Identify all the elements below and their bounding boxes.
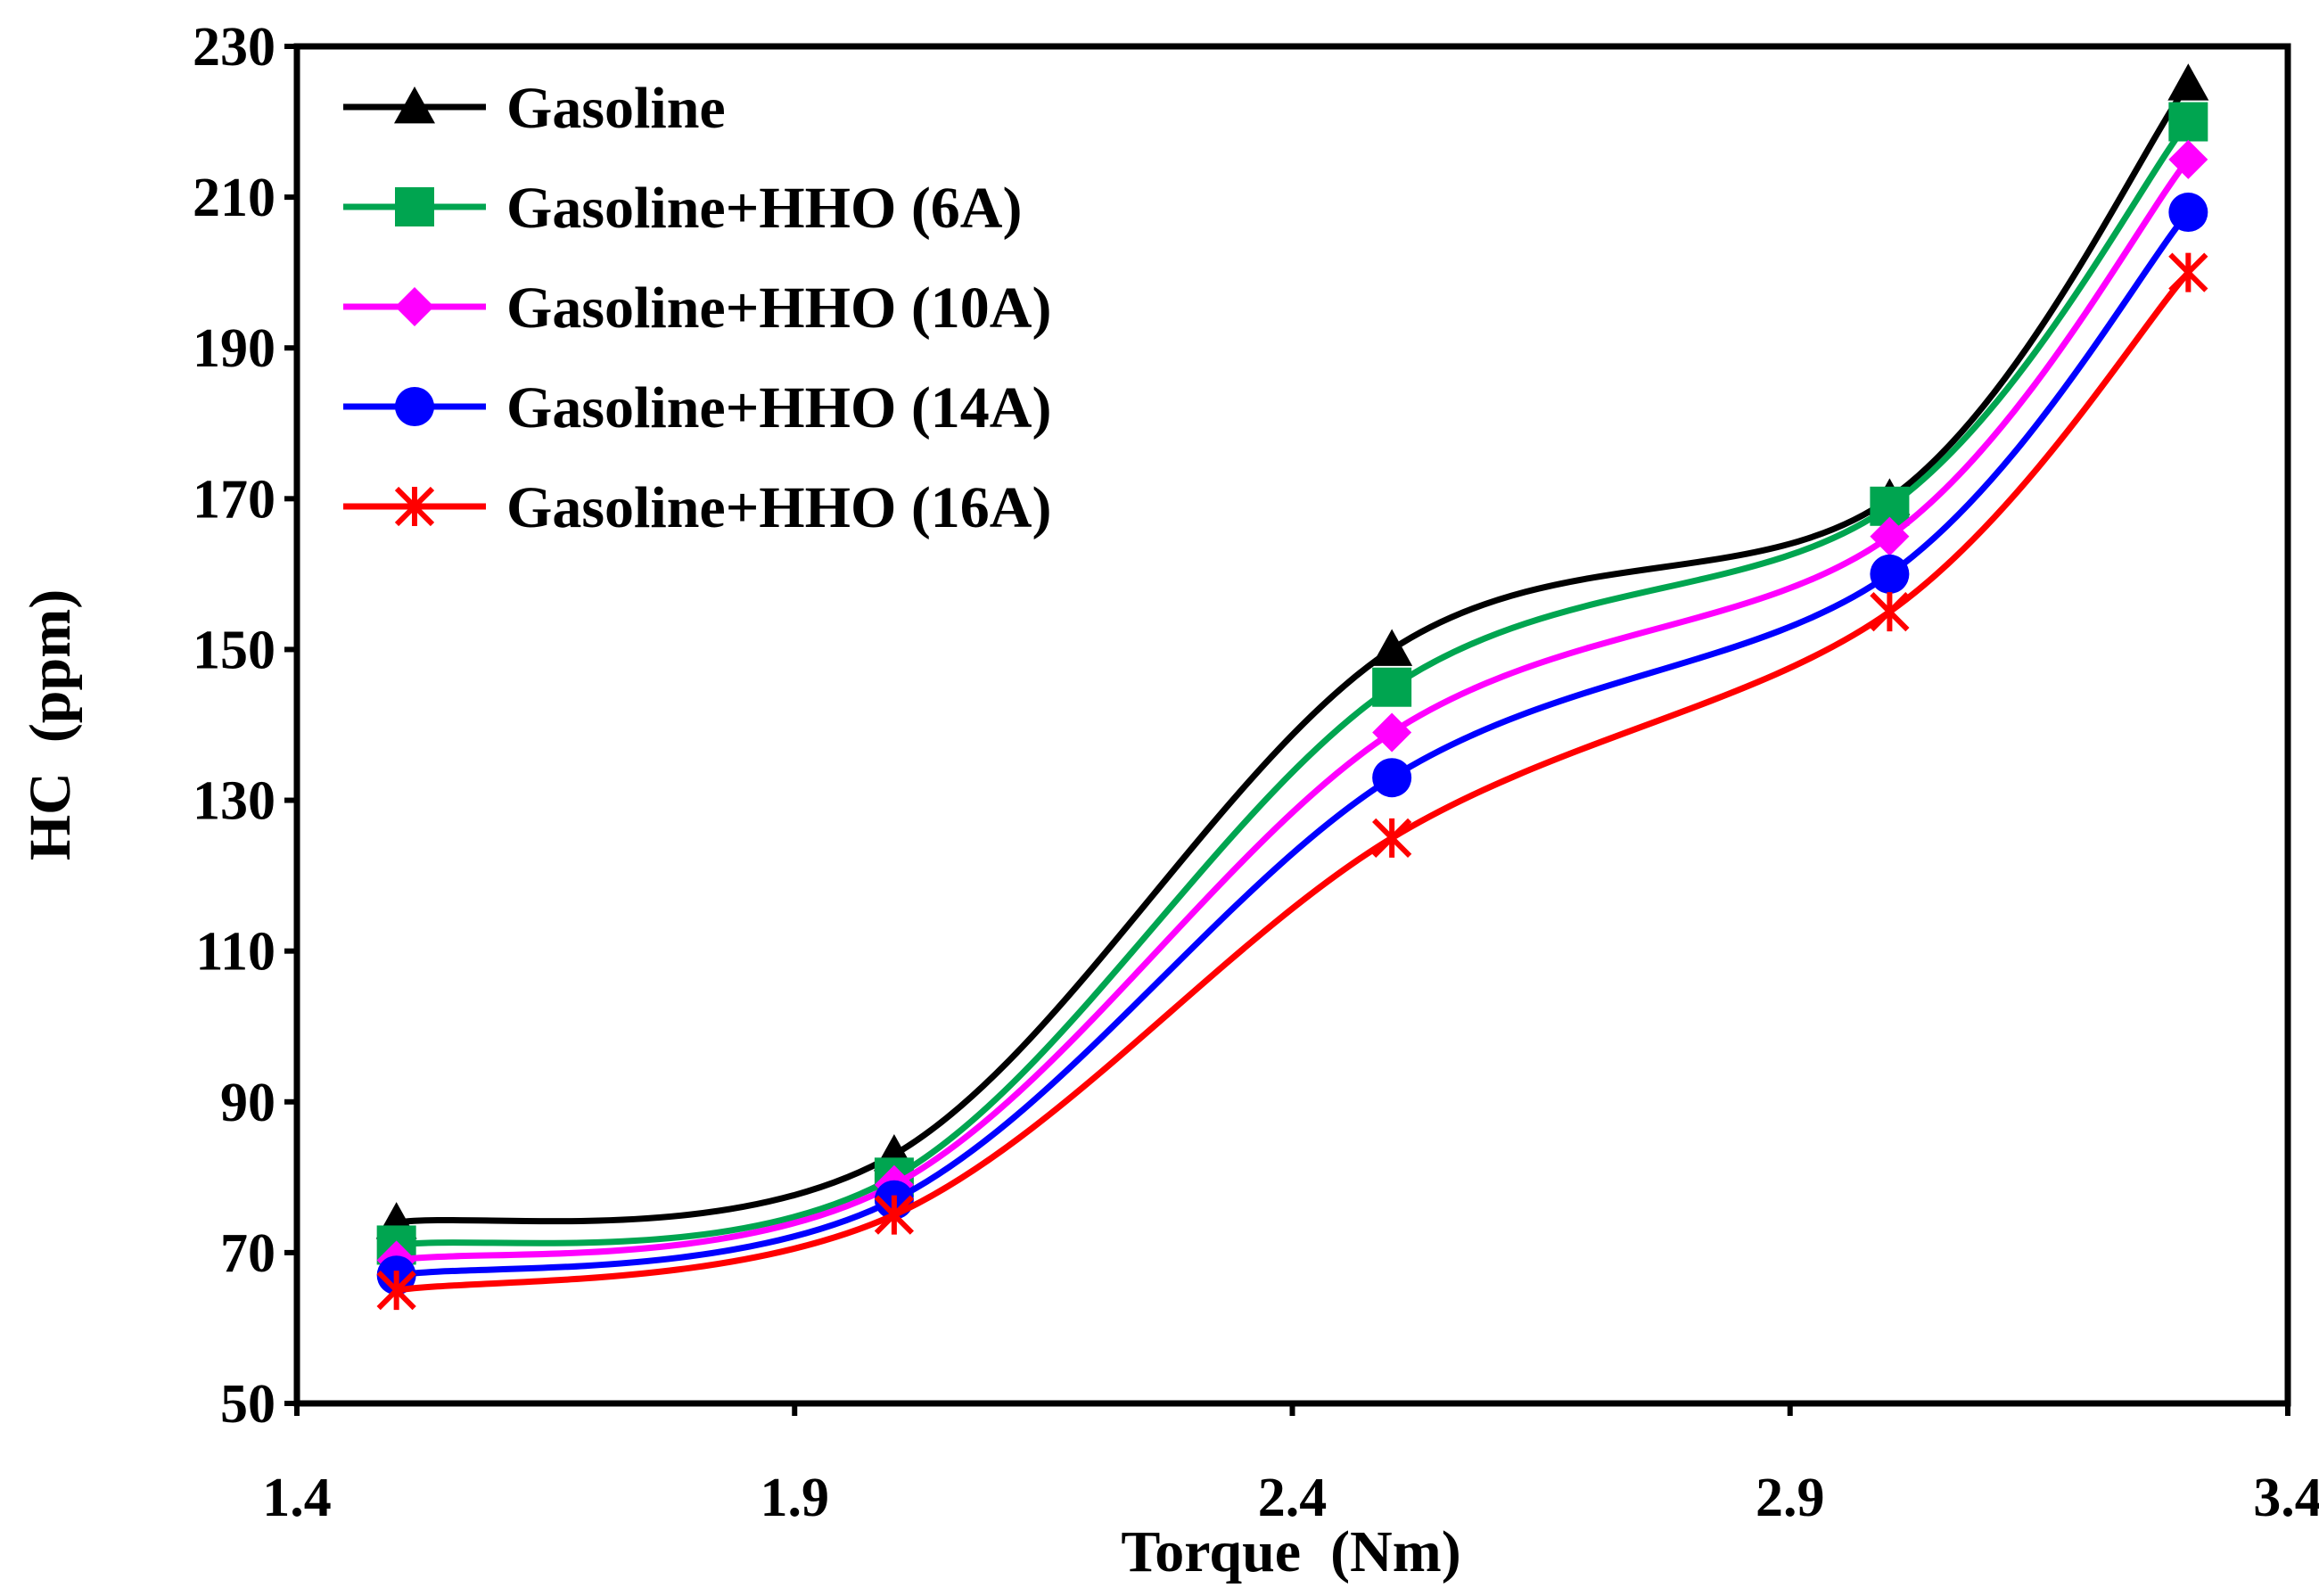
legend-entry: Gasoline+HHO (14A) [343, 375, 1051, 440]
legend-entry: Gasoline [343, 76, 726, 141]
y-tick-label: 170 [193, 469, 275, 530]
data-point [2168, 193, 2208, 233]
x-tick-label: 1.4 [262, 1468, 332, 1528]
x-tick-label: 3.4 [2253, 1468, 2319, 1528]
data-point [1870, 554, 1910, 594]
legend: Gasoline Gasoline+HHO (6A) Gasoline+HHO (1… [343, 76, 1051, 540]
legend-marker [394, 486, 435, 527]
y-tick-label: 190 [193, 318, 275, 379]
y-axis-ticks: 50 70 90 110 130 150 170 190 210 230 [193, 17, 297, 1435]
legend-marker [394, 86, 435, 124]
legend-entry: Gasoline+HHO (16A) [343, 475, 1051, 540]
data-point [1372, 758, 1412, 798]
legend-label: Gasoline+HHO (14A) [506, 375, 1051, 440]
legend-entry: Gasoline+HHO (10A) [343, 276, 1051, 341]
series-5 [376, 252, 2208, 1311]
series-layer [375, 63, 2209, 1311]
data-point [1870, 592, 1910, 632]
y-tick-label: 70 [220, 1223, 275, 1284]
legend-label: Gasoline+HHO (6A) [506, 176, 1022, 241]
legend-marker [395, 387, 434, 426]
legend-label: Gasoline [506, 76, 726, 141]
y-tick-label: 130 [193, 771, 275, 832]
data-point [1372, 818, 1412, 858]
legend-marker [395, 287, 434, 326]
data-point [1372, 667, 1412, 707]
y-tick-label: 210 [193, 168, 275, 228]
y-tick-label: 230 [193, 17, 275, 78]
legend-entry: Gasoline+HHO (6A) [343, 176, 1022, 241]
data-point [2167, 63, 2209, 101]
data-point [1371, 629, 1413, 666]
legend-label: Gasoline+HHO (16A) [506, 475, 1051, 540]
x-tick-label: 1.9 [761, 1468, 830, 1528]
x-axis-title: Torque (Nm) [1121, 1519, 1460, 1584]
legend-label: Gasoline+HHO (10A) [506, 276, 1051, 341]
legend-marker [395, 187, 434, 226]
data-point [376, 1271, 416, 1311]
data-point [1870, 516, 1910, 556]
y-tick-label: 90 [220, 1073, 275, 1133]
data-point [2168, 102, 2208, 142]
series-4 [376, 193, 2208, 1296]
data-point [2168, 252, 2208, 292]
x-tick-label: 2.9 [1756, 1468, 1825, 1528]
x-tick-label: 2.4 [1258, 1468, 1328, 1528]
y-tick-label: 150 [193, 620, 275, 680]
y-axis-title: HC (ppm) [18, 589, 83, 860]
data-point [874, 1195, 915, 1235]
data-point [2168, 139, 2208, 179]
x-axis-ticks: 1.4 1.9 2.4 2.9 3.4 [262, 1403, 2319, 1528]
y-tick-label: 110 [195, 922, 275, 983]
y-tick-label: 50 [220, 1374, 275, 1435]
data-point [1372, 712, 1412, 753]
